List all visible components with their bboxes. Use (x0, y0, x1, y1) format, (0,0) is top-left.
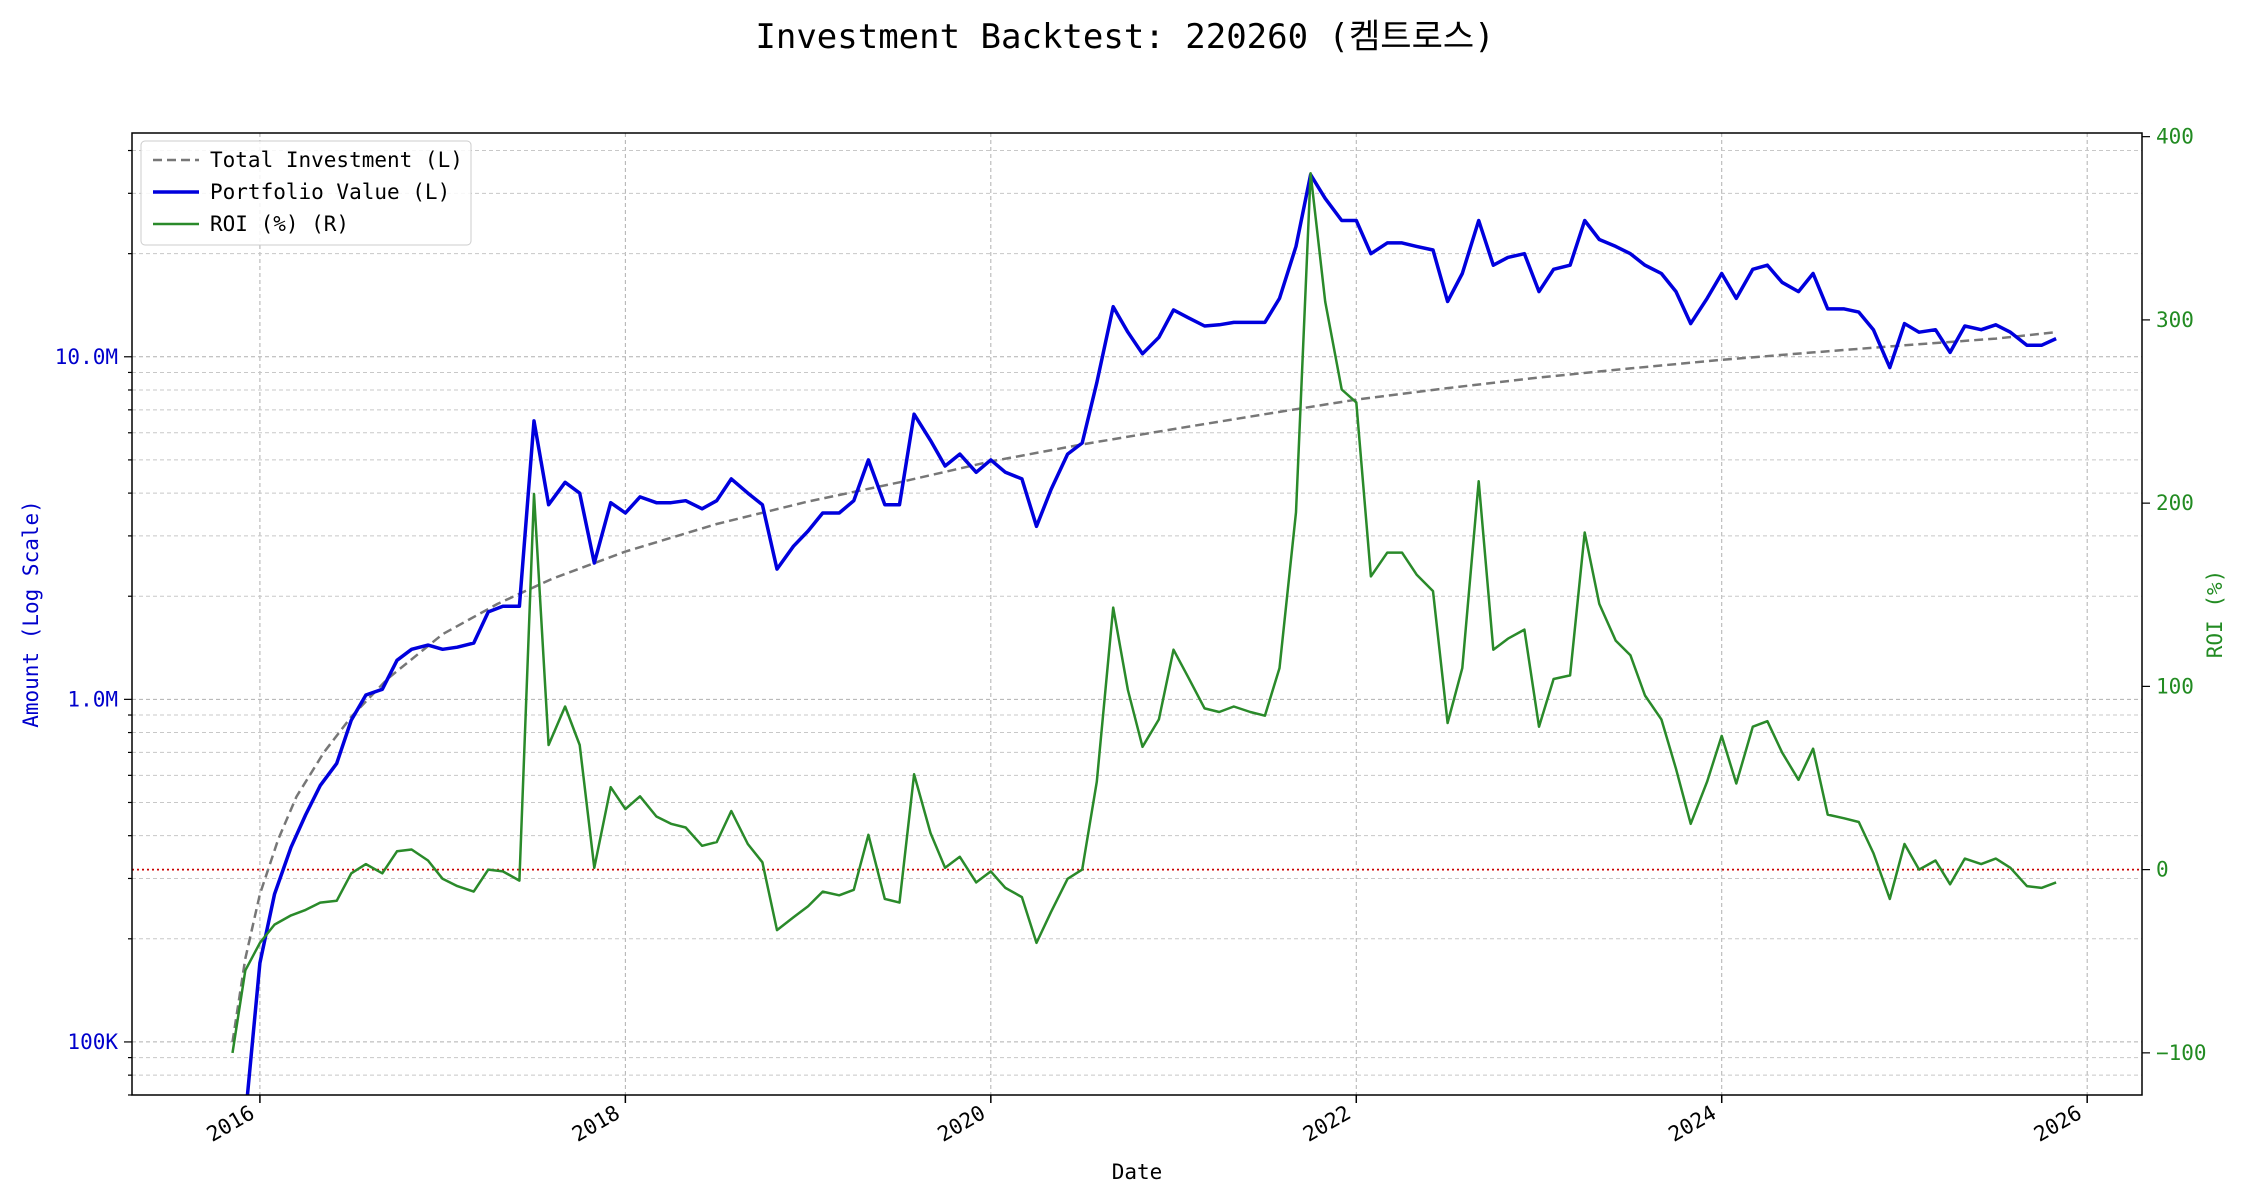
legend-label-total-investment: Total Investment (L) (210, 148, 463, 172)
total-investment-line (231, 330, 2057, 1043)
right-axis-ticks: −100 0 100 200 300 400 (2142, 125, 2207, 1065)
left-axis-label: Amount (Log Scale) (19, 500, 43, 728)
right-tick-label: 100 (2156, 674, 2194, 698)
right-tick-label: −100 (2156, 1041, 2207, 1065)
right-tick-label: 400 (2156, 125, 2194, 149)
legend-label-portfolio-value: Portfolio Value (L) (210, 180, 450, 204)
left-tick-label: 10.0M (55, 345, 118, 369)
chart-title: Investment Backtest: 220260 (켐트로스) (755, 17, 1494, 57)
left-tick-label: 1.0M (67, 687, 118, 711)
plot-frame (131, 132, 2143, 1096)
right-tick-label: 200 (2156, 491, 2194, 515)
right-axis-label: ROI (%) (2203, 570, 2227, 659)
left-axis-ticks: 100K 1.0M 10.0M (55, 149, 132, 1096)
right-tick-label: 300 (2156, 308, 2194, 332)
chart-legend: Total Investment (L) Portfolio Value (L)… (140, 140, 472, 246)
left-tick-label: 100K (67, 1030, 118, 1054)
portfolio-value-line (245, 172, 2057, 1095)
legend-label-roi: ROI (%) (R) (210, 212, 349, 236)
series-lines (231, 172, 2057, 1095)
x-axis-label: Date (1112, 1160, 1163, 1184)
roi-line (231, 172, 2057, 1054)
right-tick-label: 0 (2156, 858, 2169, 882)
legend-box (140, 140, 472, 246)
